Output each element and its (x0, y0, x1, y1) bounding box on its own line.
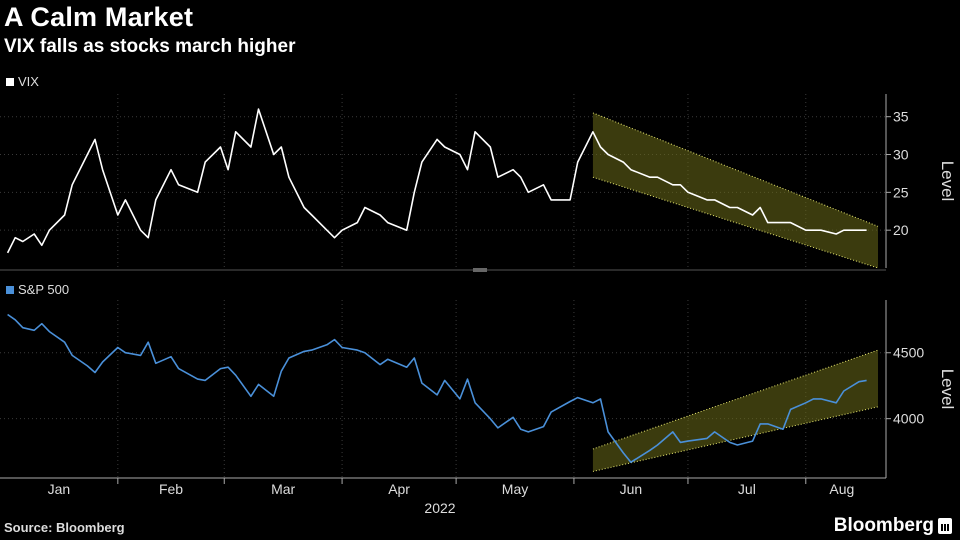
bloomberg-icon (938, 518, 952, 534)
x-tick-label-apr: Apr (388, 481, 410, 497)
legend-spx-label: S&P 500 (18, 282, 70, 297)
x-tick-label-feb: Feb (159, 481, 183, 497)
spx-channel-lower (592, 406, 879, 472)
brand-text: Bloomberg (833, 515, 934, 536)
x-tick-label-jan: Jan (48, 481, 71, 497)
axes (0, 94, 891, 484)
series-lines (6, 108, 867, 463)
legend-vix-swatch (6, 77, 14, 86)
panel-handle (473, 268, 487, 272)
spx-tick-label-4500: 4500 (893, 345, 924, 361)
spx-channel-0 (592, 349, 879, 472)
x-axis-year-label: 2022 (424, 500, 455, 516)
tick-labels: 20 25 30 35 Level 4000 4500 Level Jan Feb Mar Apr Ma… (48, 109, 957, 516)
vix-y-axis-label: Level (938, 161, 957, 202)
x-tick-label-jun: Jun (620, 481, 643, 497)
chart-title: A Calm Market (4, 2, 194, 32)
legend-vix: VIX (6, 74, 39, 89)
spx-line (7, 313, 867, 463)
vix-tick-label-25: 25 (893, 184, 909, 200)
spx-tick-label-4000: 4000 (893, 411, 924, 427)
spx-channel-fill (592, 350, 878, 472)
vix-channel-lower (592, 176, 879, 268)
vix-tick-label-35: 35 (893, 109, 909, 125)
vix-tick-label-20: 20 (893, 222, 909, 238)
x-tick-label-mar: Mar (271, 481, 295, 497)
x-tick-label-may: May (502, 481, 528, 497)
vix-channel-fill (592, 112, 878, 268)
vix-tick-label-30: 30 (893, 147, 909, 163)
vix-channel-upper (592, 112, 879, 227)
vix-channel-0 (592, 112, 879, 268)
spx-y-axis-label: Level (938, 369, 957, 410)
bloomberg-logo: Bloomberg (834, 515, 952, 537)
trend-channels (592, 112, 879, 472)
legend-spx-swatch (6, 285, 14, 294)
x-tick-label-aug: Aug (829, 481, 854, 497)
legend-spx: S&P 500 (6, 282, 69, 297)
source-note: Source: Bloomberg (4, 520, 125, 535)
legend-vix-label: VIX (18, 74, 39, 89)
spx-channel-upper (592, 349, 879, 450)
chart-subtitle: VIX falls as stocks march higher (4, 36, 296, 57)
vix-line (6, 108, 867, 254)
x-tick-label-jul: Jul (738, 481, 756, 497)
